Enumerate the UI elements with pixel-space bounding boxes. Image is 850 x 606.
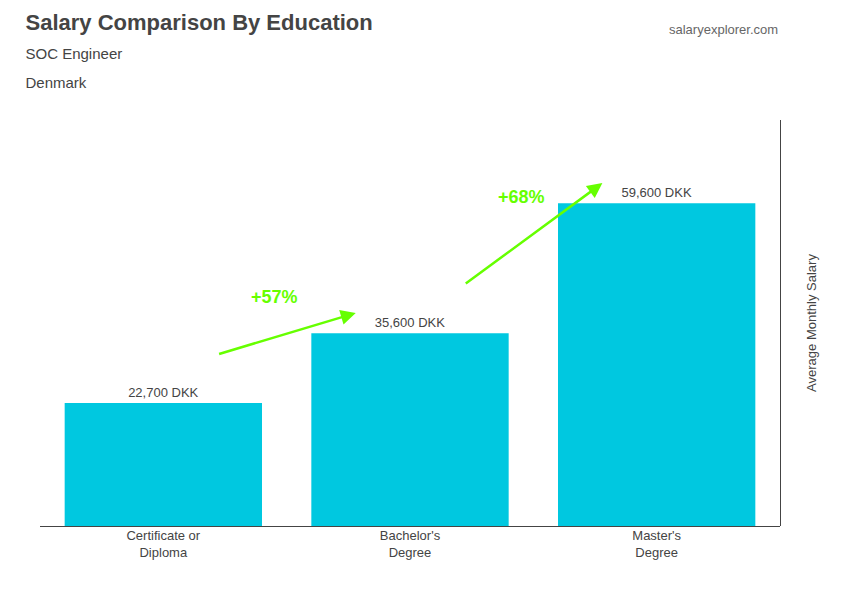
svg-text:Certificate orDiploma: Certificate orDiploma [126,528,200,560]
svg-text:Bachelor'sDegree: Bachelor'sDegree [380,528,441,560]
svg-text:35,600 DKK: 35,600 DKK [375,315,445,330]
svg-text:salaryexplorer.com: salaryexplorer.com [669,22,778,37]
svg-text:+68%: +68% [498,187,545,207]
svg-text:Master'sDegree: Master'sDegree [632,528,681,560]
svg-text:Average Monthly Salary: Average Monthly Salary [804,254,819,392]
svg-text:Salary Comparison By Education: Salary Comparison By EducationSOC Engine… [26,10,373,90]
svg-text:22,700 DKK: 22,700 DKK [128,385,198,400]
svg-text:59,600 DKK: 59,600 DKK [621,185,691,200]
svg-text:+57%: +57% [251,287,298,307]
